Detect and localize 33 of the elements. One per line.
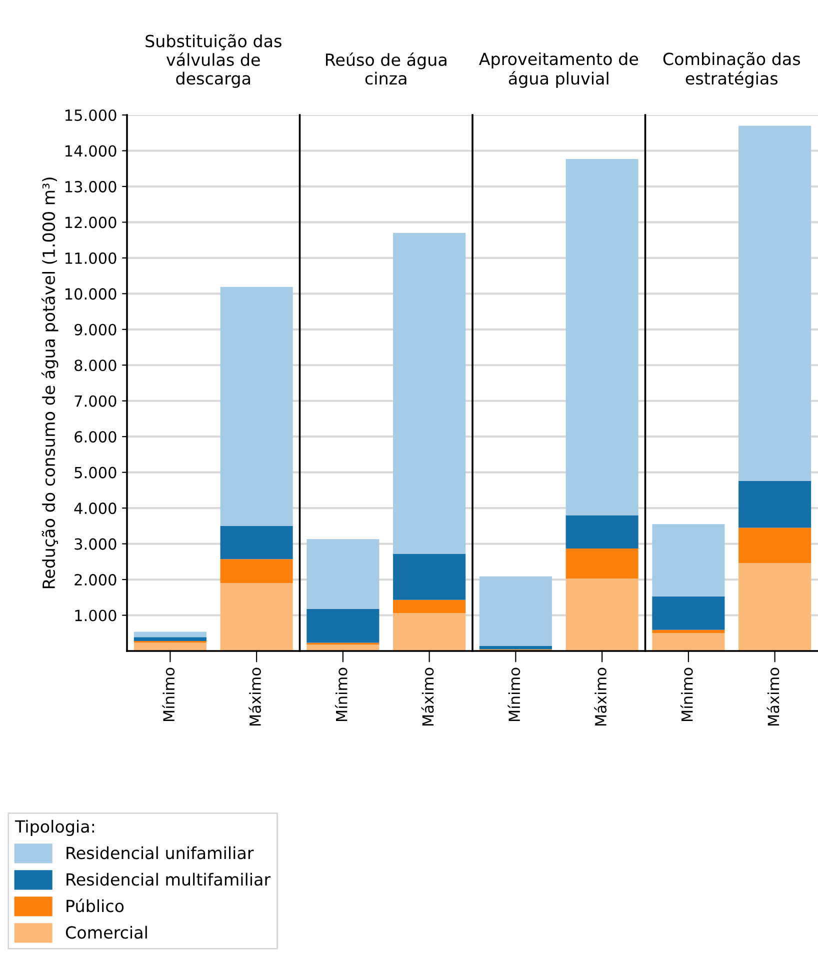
x-tick-label: Mínimo	[680, 668, 693, 722]
y-tick-label: 12.000	[66, 216, 116, 228]
x-tick-label: Máximo	[421, 668, 434, 726]
legend-title: Tipologia:	[14, 820, 94, 836]
legend-label: Residencial unifamiliar	[66, 846, 254, 860]
x-tick-label: Mínimo	[508, 668, 520, 722]
y-tick-label: 13.000	[66, 180, 116, 192]
y-tick-label: 5.000	[74, 466, 116, 478]
x-tick-label: Máximo	[766, 668, 780, 726]
y-tick-label: 4.000	[74, 502, 116, 514]
y-axis-title: Redução do consumo de água potável (1.000 m³)	[41, 178, 58, 588]
legend-label: Público	[66, 898, 124, 912]
x-tick-label: Máximo	[248, 668, 261, 726]
y-tick-label: 6.000	[74, 431, 116, 443]
y-tick-label: 11.000	[66, 252, 116, 264]
legend-label: Comercial	[66, 926, 147, 939]
x-tick-label: Mínimo	[162, 668, 175, 722]
y-tick-label: 14.000	[66, 145, 116, 157]
y-tick-label: 7.000	[74, 395, 116, 407]
chart-title: Reúso de água cinza	[326, 52, 446, 85]
y-tick-label: 1.000	[75, 610, 116, 622]
legend-label: Residencial multifamiliar	[66, 872, 271, 886]
y-tick-label: 9.000	[74, 324, 116, 336]
y-tick-label: 3.000	[74, 538, 116, 550]
chart-title: Substituição das válvulas de descarga	[146, 34, 282, 88]
chart-title: Combinação das estratégias	[663, 52, 800, 88]
chart-title: Aproveitamento de água pluvial	[478, 52, 638, 88]
x-tick-label: Mínimo	[334, 668, 348, 722]
x-tick-label: Máximo	[594, 668, 606, 726]
y-tick-label: 15.000	[66, 109, 116, 122]
y-tick-label: 10.000	[66, 288, 116, 300]
y-tick-label: 8.000	[74, 360, 116, 372]
y-tick-label: 2.000	[74, 574, 116, 586]
